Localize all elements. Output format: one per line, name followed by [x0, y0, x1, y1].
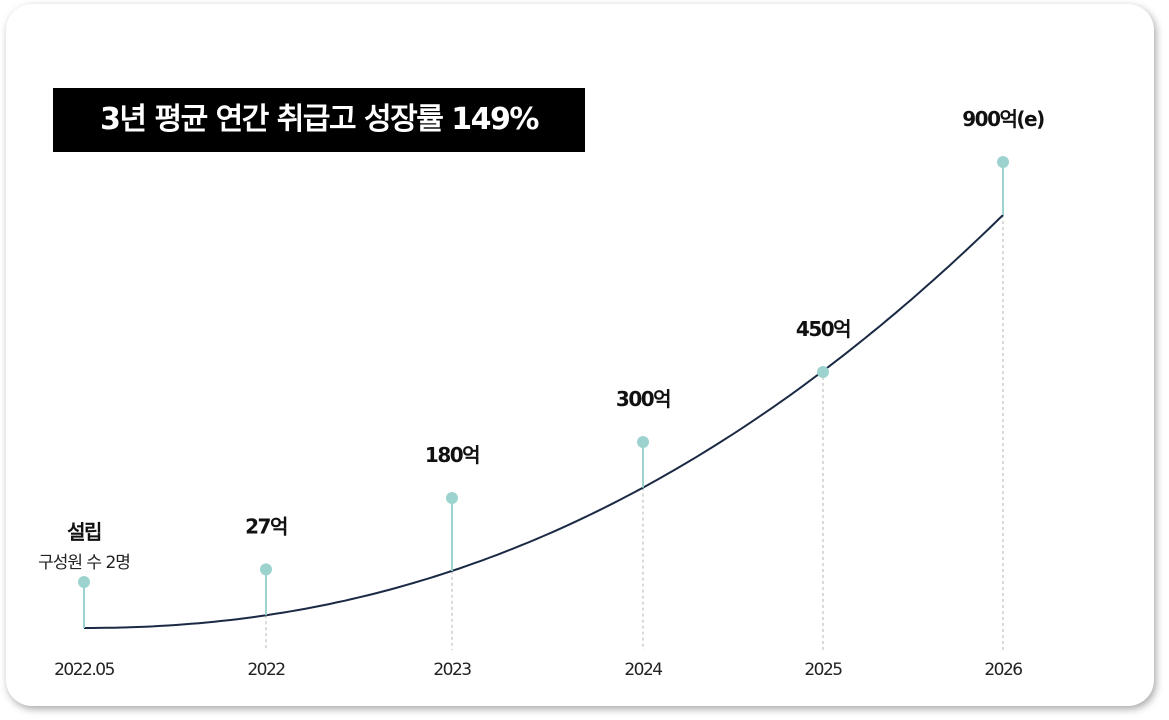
- data-point: [446, 492, 458, 504]
- x-tick-label: 2023: [433, 660, 471, 680]
- x-tick-label: 2024: [624, 660, 662, 680]
- data-label: 설립: [67, 520, 101, 544]
- x-tick-label: 2022.05: [54, 660, 114, 680]
- data-point: [997, 156, 1009, 168]
- data-point: [260, 563, 272, 576]
- x-tick-label: 2025: [804, 660, 842, 680]
- x-tick-label: 2022: [247, 660, 285, 680]
- data-label: 180억: [425, 443, 479, 467]
- data-label: 300억: [616, 387, 670, 411]
- data-point: [637, 436, 649, 448]
- data-sublabel: 구성원 수 2명: [38, 553, 130, 573]
- data-point: [817, 366, 829, 378]
- data-label: 450억: [796, 317, 850, 341]
- data-label: 27억: [245, 514, 287, 538]
- x-tick-label: 2026: [984, 660, 1022, 680]
- data-label: 900억(e): [962, 107, 1044, 131]
- data-point: [78, 576, 90, 588]
- growth-curve: [84, 214, 1004, 629]
- chart-title: 3년 평균 연간 취급고 성장률 149%: [53, 88, 585, 152]
